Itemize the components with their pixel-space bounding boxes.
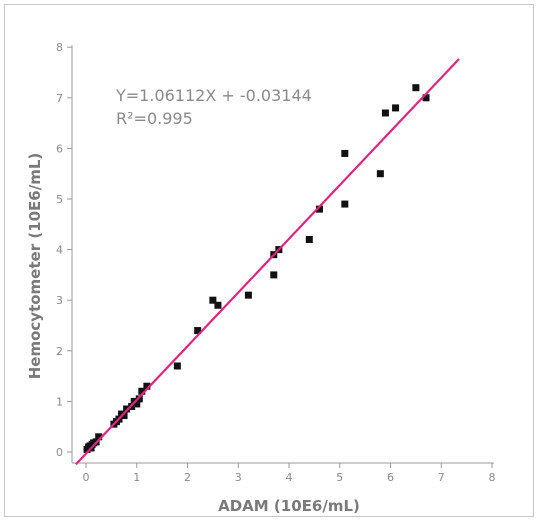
data-point [143,382,151,390]
y-tick-label: 6 [56,142,63,155]
y-tick-label: 2 [56,345,63,358]
data-point [341,200,349,208]
data-point [120,412,128,420]
data-point [244,291,252,299]
x-tick-label: 4 [286,471,293,484]
data-point [173,362,181,370]
data-point [209,296,217,304]
x-tick-label: 3 [235,471,242,484]
data-point [376,170,384,178]
x-tick-label: 8 [489,471,496,484]
data-point [412,84,420,92]
x-tick-label: 5 [336,471,343,484]
data-point [341,149,349,157]
x-tick-label: 6 [387,471,394,484]
data-point [270,271,278,279]
y-ticks: 0 1 2 3 4 5 6 7 8 [56,41,72,459]
y-tick-label: 7 [56,92,63,105]
x-tick-label: 0 [83,471,90,484]
data-points [83,84,430,453]
data-point [214,301,222,309]
y-tick-label: 1 [56,395,63,408]
x-tick-label: 2 [184,471,191,484]
data-point [422,94,430,102]
y-axis-title: Hemocytometer (10E6/mL) [26,153,44,380]
data-point [392,104,400,112]
data-point [194,327,202,335]
x-axis-title: ADAM (10E6/mL) [218,497,360,515]
data-point [315,205,323,213]
r-squared-label: R²=0.995 [116,109,193,128]
axes: 0 1 2 3 4 5 6 7 8 0 1 2 3 4 5 6 7 8 [56,41,496,484]
data-point [381,109,389,117]
data-point [133,400,141,408]
data-point [138,387,146,395]
x-tick-label: 1 [133,471,140,484]
y-tick-label: 4 [56,244,63,257]
data-point [95,433,103,441]
y-tick-label: 5 [56,193,63,206]
x-tick-label: 7 [438,471,445,484]
y-tick-label: 3 [56,294,63,307]
x-ticks: 0 1 2 3 4 5 6 7 8 [83,463,496,484]
regression-equation: Y=1.06112X + -0.03144 [115,86,312,105]
data-point [305,235,313,243]
data-point [123,405,131,413]
regression-line [75,58,460,466]
data-point [135,395,143,403]
y-tick-label: 8 [56,41,63,54]
y-tick-label: 0 [56,446,63,459]
